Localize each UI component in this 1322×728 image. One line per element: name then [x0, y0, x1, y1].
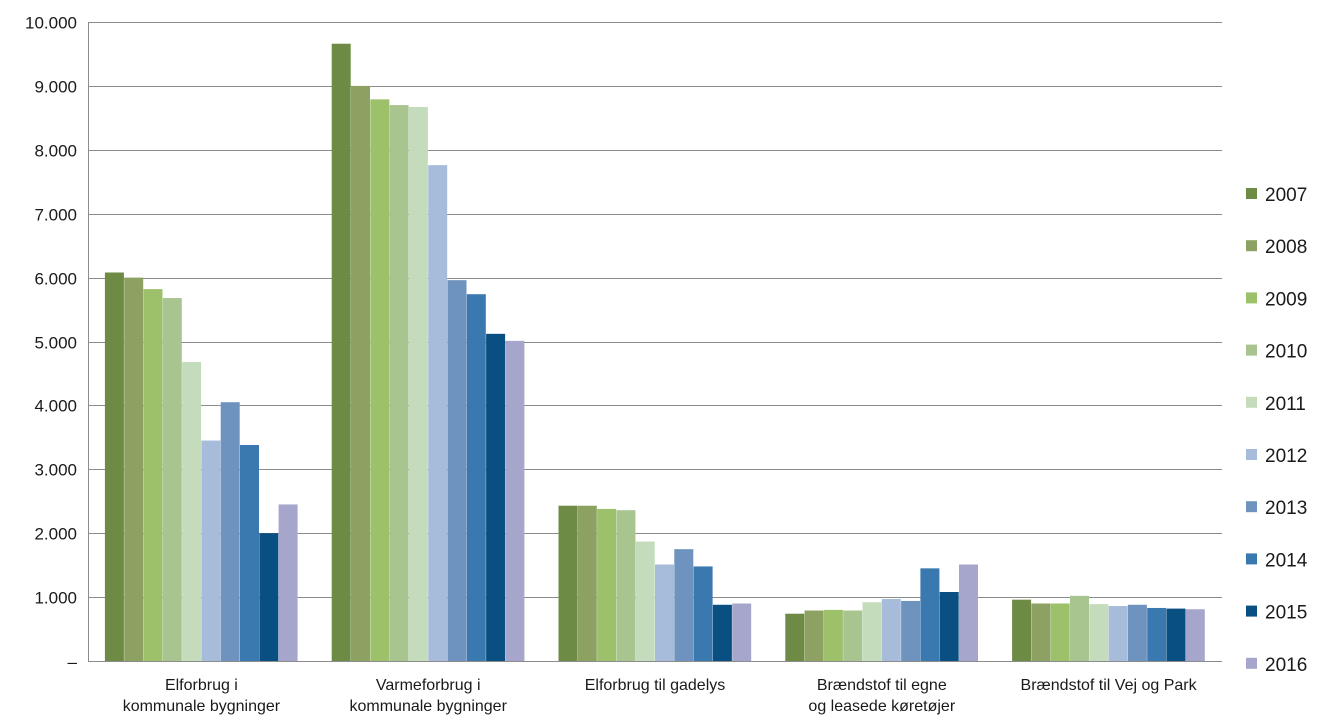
legend-label-2011: 2011	[1265, 394, 1306, 415]
legend-swatch-2007	[1246, 188, 1257, 199]
x-category-label: Varmeforbrug i	[376, 677, 481, 694]
bar-2008-cat2	[577, 505, 597, 661]
bar-2014-cat3	[920, 568, 940, 661]
legend-swatch-2008	[1246, 240, 1257, 252]
legend-swatch-2016	[1246, 657, 1257, 669]
bar-2014-cat2	[693, 566, 713, 661]
bar-2010-cat1	[389, 105, 409, 661]
x-category-label: Brændstof til Vej og Park	[1021, 677, 1198, 694]
bar-2008-cat4	[1031, 603, 1051, 661]
bar-2010-cat4	[1070, 595, 1089, 661]
x-category-label: Brændstof til egne	[817, 677, 947, 694]
y-tick-label: 7.000	[34, 206, 77, 225]
bar-2007-cat4	[1012, 599, 1032, 661]
bar-2015-cat3	[939, 591, 959, 661]
legend-swatch-2015	[1246, 605, 1257, 617]
x-category-label: kommunale bygninger	[349, 698, 507, 715]
bars	[104, 43, 1205, 662]
bar-2012-cat0	[201, 440, 221, 661]
bar-2016-cat4	[1185, 609, 1205, 661]
x-category-label: Elforbrug til gadelys	[585, 677, 726, 694]
legend-swatch-2013	[1246, 501, 1257, 513]
y-tick-label: –	[68, 653, 78, 672]
bar-2008-cat3	[804, 610, 824, 661]
bar-2013-cat2	[674, 549, 694, 661]
bar-2016-cat1	[505, 340, 525, 661]
bar-2013-cat0	[220, 402, 240, 661]
legend-label-2016: 2016	[1265, 655, 1307, 676]
bar-2015-cat0	[259, 533, 279, 661]
bar-2014-cat0	[240, 445, 259, 661]
legend-label-2008: 2008	[1265, 237, 1307, 258]
bar-2007-cat2	[558, 505, 578, 661]
bar-2007-cat3	[785, 613, 805, 661]
bar-2013-cat1	[447, 280, 467, 661]
bar-2010-cat0	[162, 298, 182, 661]
legend-swatch-2012	[1246, 449, 1257, 460]
x-category-label: kommunale bygninger	[123, 698, 281, 715]
bar-2008-cat0	[124, 277, 144, 661]
legend-label-2013: 2013	[1265, 498, 1307, 519]
bar-2014-cat4	[1147, 607, 1167, 661]
bar-2012-cat1	[428, 165, 448, 661]
x-category-label: og leasede køretøjer	[808, 698, 955, 715]
bar-2010-cat2	[616, 510, 636, 661]
bar-2009-cat1	[370, 99, 390, 661]
bar-2009-cat4	[1050, 603, 1070, 661]
y-tick-label: 3.000	[34, 461, 77, 480]
legend-label-2009: 2009	[1265, 289, 1307, 310]
bar-2016-cat3	[959, 564, 978, 661]
bar-2016-cat2	[732, 603, 752, 661]
bar-2008-cat1	[351, 85, 370, 661]
bar-2009-cat2	[597, 508, 617, 661]
bar-2012-cat3	[881, 599, 901, 661]
legend-swatch-2010	[1246, 344, 1257, 356]
bar-2011-cat2	[635, 541, 655, 661]
x-category-label: Elforbrug i	[165, 677, 238, 694]
bar-2007-cat0	[104, 272, 124, 661]
bar-2011-cat4	[1089, 604, 1109, 661]
bar-2014-cat1	[466, 294, 486, 661]
y-tick-label: 4.000	[34, 397, 77, 416]
bar-2016-cat0	[278, 504, 298, 661]
legend: 2007 2008 2009 2010 2011 2012 2013 2014 2015 2016	[1246, 185, 1308, 676]
legend-label-2014: 2014	[1265, 550, 1308, 571]
bar-2011-cat1	[408, 106, 428, 662]
bar-2010-cat3	[843, 610, 863, 661]
axes: – 1.000 2.000 3.000 4.000 5.000 6.000 7.000 8.00…	[25, 14, 1222, 715]
y-tick-label: 1.000	[34, 589, 77, 608]
bar-2011-cat0	[182, 361, 202, 661]
y-tick-label: 6.000	[34, 270, 77, 289]
legend-label-2010: 2010	[1265, 342, 1307, 363]
bar-2007-cat1	[331, 43, 351, 662]
bar-2013-cat3	[901, 600, 921, 661]
legend-swatch-2009	[1246, 292, 1257, 304]
legend-label-2015: 2015	[1265, 603, 1307, 624]
bar-2009-cat3	[823, 609, 843, 661]
y-tick-label: 10.000	[25, 14, 77, 33]
bar-2011-cat3	[862, 602, 882, 661]
bar-2015-cat4	[1166, 608, 1186, 661]
y-tick-label: 2.000	[34, 525, 77, 544]
legend-swatch-2014	[1246, 553, 1257, 565]
legend-label-2012: 2012	[1265, 446, 1307, 467]
bar-2012-cat4	[1108, 606, 1128, 661]
y-tick-label: 9.000	[34, 78, 77, 97]
y-tick-label: 8.000	[34, 142, 77, 161]
legend-label-2007: 2007	[1265, 185, 1307, 206]
bar-2012-cat2	[655, 564, 674, 661]
bar-2015-cat1	[486, 333, 506, 661]
bar-2013-cat4	[1127, 604, 1147, 661]
bar-2009-cat0	[143, 289, 163, 661]
y-tick-label: 5.000	[34, 334, 77, 353]
bar-2015-cat2	[712, 604, 732, 661]
legend-swatch-2011	[1246, 396, 1257, 408]
